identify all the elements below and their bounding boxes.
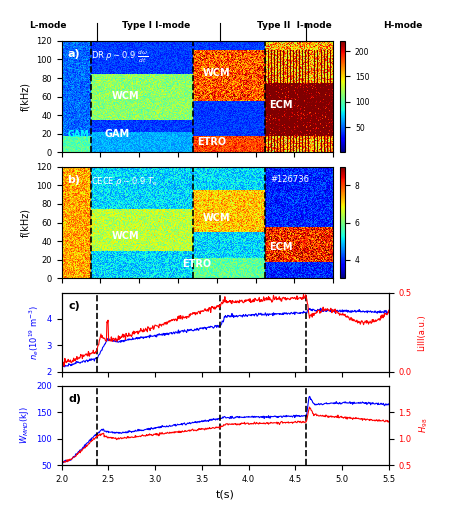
Text: L-mode: L-mode xyxy=(28,21,66,30)
X-axis label: t(s): t(s) xyxy=(216,490,235,499)
Y-axis label: f(kHz): f(kHz) xyxy=(20,82,31,111)
Text: H-mode: H-mode xyxy=(383,21,423,30)
Y-axis label: $n_e$(10$^{19}$ m$^{-3}$): $n_e$(10$^{19}$ m$^{-3}$) xyxy=(27,305,41,360)
Text: Type II  I-mode: Type II I-mode xyxy=(256,21,331,30)
Text: a): a) xyxy=(67,49,80,59)
Y-axis label: $W_{MHD}$(kJ): $W_{MHD}$(kJ) xyxy=(18,407,31,444)
Text: ECM: ECM xyxy=(270,242,293,252)
Text: ETRO: ETRO xyxy=(197,137,227,147)
Text: WCM: WCM xyxy=(112,231,140,241)
Text: d): d) xyxy=(68,394,81,404)
Y-axis label: f(kHz): f(kHz) xyxy=(20,208,31,237)
Text: ETRO: ETRO xyxy=(182,259,211,269)
Y-axis label: $H_{98}$: $H_{98}$ xyxy=(417,418,429,433)
Y-axis label: LiIII(a.u.): LiIII(a.u.) xyxy=(417,314,426,351)
Text: DR $\rho$$\sim$0.9 $\frac{d\omega}{dt}$: DR $\rho$$\sim$0.9 $\frac{d\omega}{dt}$ xyxy=(91,49,149,65)
Text: ECM: ECM xyxy=(270,100,293,110)
Text: WCM: WCM xyxy=(203,68,230,78)
Text: b): b) xyxy=(67,175,80,184)
Text: #126736: #126736 xyxy=(271,175,310,183)
Text: WCM: WCM xyxy=(112,90,140,101)
Text: GAM: GAM xyxy=(68,130,90,138)
Text: CECE $\rho$$\sim$0.9 $T_e$: CECE $\rho$$\sim$0.9 $T_e$ xyxy=(91,175,158,188)
Text: c): c) xyxy=(68,300,80,311)
Text: GAM: GAM xyxy=(104,129,129,138)
Text: WCM: WCM xyxy=(203,213,230,223)
Text: Type I I-mode: Type I I-mode xyxy=(122,21,191,30)
